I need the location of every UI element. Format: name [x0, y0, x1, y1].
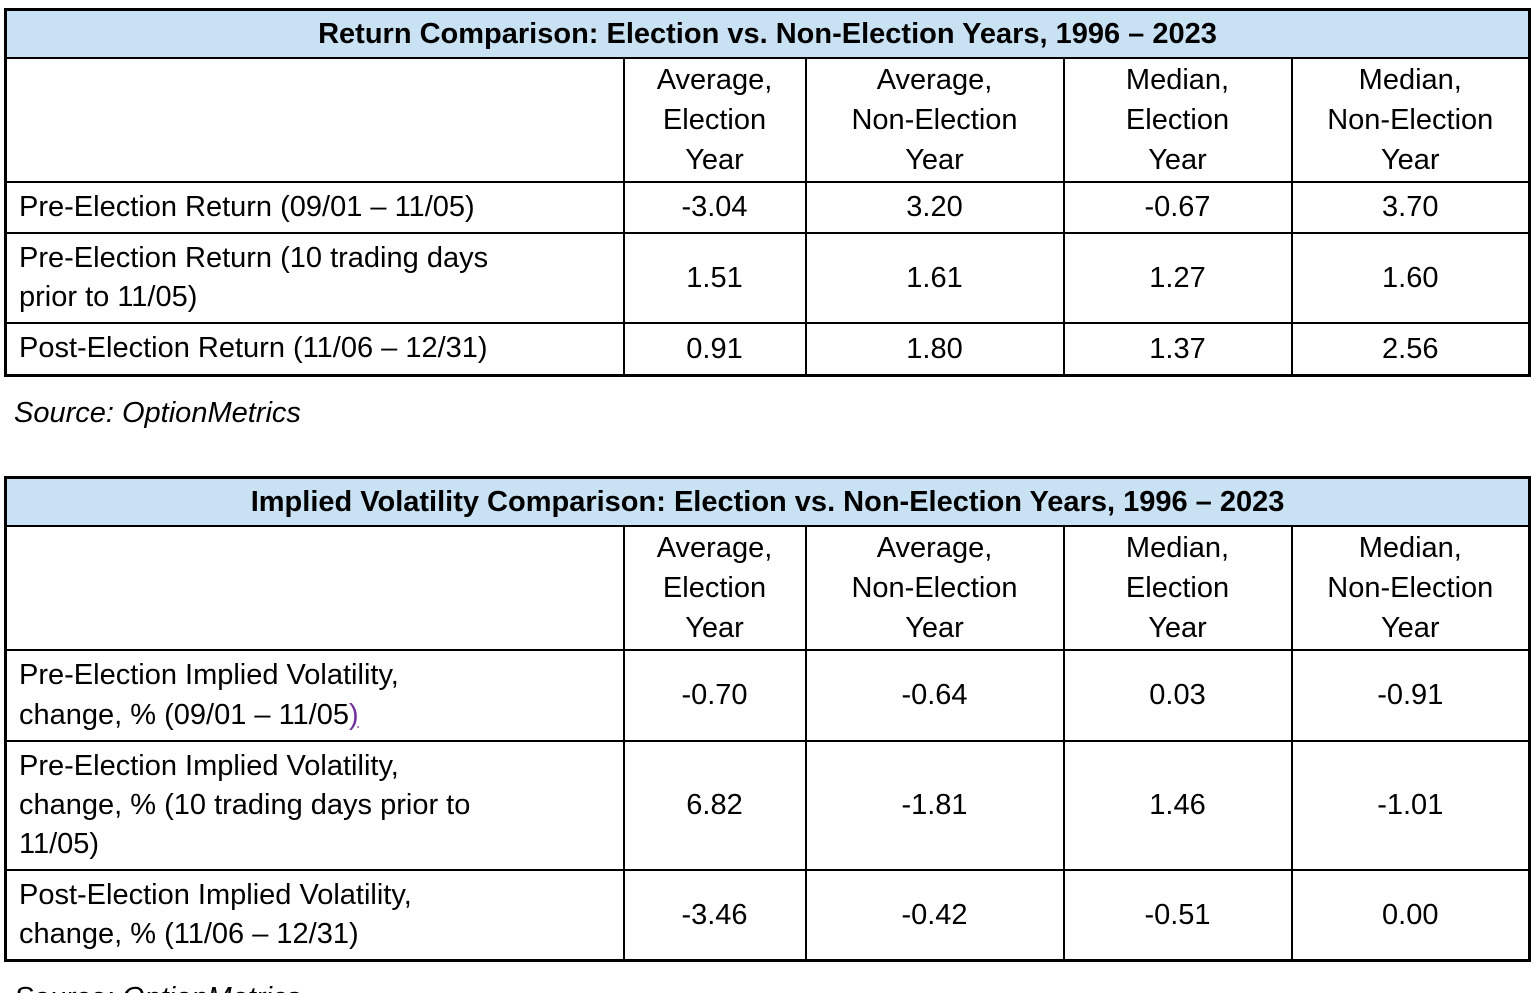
table2-col-average-non-election: Average, Non-Election Year — [804, 525, 1065, 652]
value-cell: 0.03 — [1062, 649, 1293, 742]
table1-col-average-election: Average, Election Year — [622, 56, 807, 184]
source-note-table2: Source: OptionMetrics — [14, 981, 1530, 993]
value-cell: -3.04 — [622, 181, 807, 235]
value-cell: 6.82 — [622, 739, 807, 872]
table1-header-row: Average, Election Year Average, Non-Elec… — [4, 56, 1531, 184]
table-row: Pre-Election Return (10 trading days pri… — [4, 232, 1531, 325]
value-cell: 3.70 — [1290, 181, 1531, 235]
table1-col-average-non-election: Average, Non-Election Year — [804, 56, 1065, 184]
value-cell: 0.00 — [1290, 869, 1531, 962]
table1-row1-label: Pre-Election Return (09/01 – 11/05) — [4, 181, 625, 235]
value-cell: 1.37 — [1062, 322, 1293, 377]
table1-row2-label: Pre-Election Return (10 trading days pri… — [4, 232, 625, 325]
source-note-table1: Source: OptionMetrics — [14, 396, 301, 429]
table1-row3-label: Post-Election Return (11/06 – 12/31) — [4, 322, 625, 377]
table-row: Pre-Election Implied Volatility, change,… — [4, 649, 1531, 742]
table2-corner-cell — [4, 525, 625, 652]
value-cell: 1.46 — [1062, 739, 1293, 872]
value-cell: 2.56 — [1290, 322, 1531, 377]
value-cell: 1.51 — [622, 232, 807, 325]
value-cell: -1.01 — [1290, 739, 1531, 872]
table-row: Pre-Election Implied Volatility, change,… — [4, 739, 1531, 872]
table-row: Pre-Election Return (09/01 – 11/05) -3.0… — [4, 181, 1531, 235]
table-title-row: Return Comparison: Election vs. Non-Elec… — [4, 8, 1531, 59]
table1-corner-cell — [4, 56, 625, 184]
value-cell: 0.91 — [622, 322, 807, 377]
value-cell: 3.20 — [804, 181, 1065, 235]
table2-row2-label: Pre-Election Implied Volatility, change,… — [4, 739, 625, 872]
value-cell: -0.67 — [1062, 181, 1293, 235]
row-label-text: Pre-Election Implied Volatility, change,… — [19, 659, 399, 731]
value-cell: -0.70 — [622, 649, 807, 742]
table-row: Post-Election Implied Volatility, change… — [4, 869, 1531, 962]
table2-row1-label: Pre-Election Implied Volatility, change,… — [4, 649, 625, 742]
value-cell: 1.27 — [1062, 232, 1293, 325]
spacer — [4, 430, 1530, 476]
table1-title: Return Comparison: Election vs. Non-Elec… — [4, 8, 1531, 59]
table1-col-median-non-election: Median, Non-Election Year — [1290, 56, 1531, 184]
table-row: Post-Election Return (11/06 – 12/31) 0.9… — [4, 322, 1531, 377]
table2-col-average-election: Average, Election Year — [622, 525, 807, 652]
value-cell: -3.46 — [622, 869, 807, 962]
table2-header-row: Average, Election Year Average, Non-Elec… — [4, 525, 1531, 652]
value-cell: -0.64 — [804, 649, 1065, 742]
table2-title: Implied Volatility Comparison: Election … — [4, 476, 1531, 528]
value-cell: 1.60 — [1290, 232, 1531, 325]
table2-col-median-election: Median, Election Year — [1062, 525, 1293, 652]
implied-volatility-comparison-table: Implied Volatility Comparison: Election … — [4, 476, 1532, 963]
value-cell: -0.91 — [1290, 649, 1531, 742]
table2-col-median-non-election: Median, Non-Election Year — [1290, 525, 1531, 652]
value-cell: -1.81 — [804, 739, 1065, 872]
value-cell: 1.61 — [804, 232, 1065, 325]
link-styled-paren: ) — [349, 698, 359, 731]
value-cell: -0.42 — [804, 869, 1065, 962]
value-cell: 1.80 — [804, 322, 1065, 377]
table2-row3-label: Post-Election Implied Volatility, change… — [4, 869, 625, 962]
table1-col-median-election: Median, Election Year — [1062, 56, 1293, 184]
value-cell: -0.51 — [1062, 869, 1293, 962]
return-comparison-table: Return Comparison: Election vs. Non-Elec… — [4, 8, 1531, 377]
table-title-row: Implied Volatility Comparison: Election … — [4, 476, 1531, 528]
